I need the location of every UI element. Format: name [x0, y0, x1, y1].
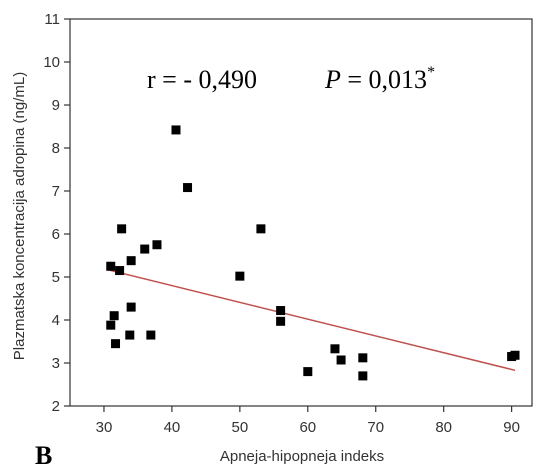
data-point [336, 355, 346, 365]
data-point [303, 367, 313, 377]
y-tick-label: 8 [52, 140, 60, 157]
y-tick-label: 2 [52, 398, 60, 415]
x-axis-title: Apneja-hipopneja indeks [220, 448, 384, 465]
data-point [106, 320, 116, 330]
y-tick-label: 6 [52, 226, 60, 243]
correlation-text: r = - 0,490 [147, 65, 257, 94]
data-point [140, 244, 150, 254]
data-point [276, 316, 286, 326]
data-point [183, 183, 193, 193]
data-point [146, 330, 156, 340]
x-tick-label: 40 [164, 419, 181, 436]
panel-label: B [35, 441, 52, 468]
data-point [171, 125, 181, 135]
y-tick-label: 5 [52, 269, 60, 286]
x-tick-label: 70 [367, 419, 384, 436]
y-tick-label: 4 [52, 312, 60, 329]
data-point [330, 344, 340, 354]
plot-frame [69, 18, 533, 407]
data-point [125, 330, 135, 340]
x-tick-label: 90 [503, 419, 520, 436]
chart-axes [69, 18, 533, 407]
data-point [111, 339, 121, 349]
y-tick-label: 3 [52, 355, 60, 372]
data-point [126, 256, 136, 266]
data-point [109, 311, 119, 321]
data-point [235, 271, 245, 281]
data-points [106, 125, 520, 381]
data-point [276, 306, 286, 316]
x-tick-label: 30 [96, 419, 113, 436]
data-point [358, 371, 368, 381]
p-label: P [324, 65, 341, 94]
x-tick-label: 50 [232, 419, 249, 436]
data-point [126, 302, 136, 312]
data-point [152, 240, 162, 250]
data-point [358, 353, 368, 363]
axis-ticks: 30 40 50 60 70 80 90 2 3 4 5 6 7 8 9 10 11 [43, 11, 520, 436]
trend-line [107, 268, 516, 372]
x-tick-label: 60 [299, 419, 316, 436]
data-point [115, 266, 125, 276]
p-significance-mark: * [427, 64, 435, 81]
data-point [106, 261, 116, 271]
trendline-layer [107, 268, 516, 372]
data-point [256, 224, 266, 234]
x-tick-label: 80 [435, 419, 452, 436]
y-tick-label: 11 [44, 11, 60, 28]
y-axis-title: Plazmatska koncentracija adropina (ng/mL… [11, 72, 28, 360]
y-tick-label: 9 [52, 97, 60, 114]
p-value: = 0,013 [341, 65, 427, 94]
y-tick-label: 10 [43, 54, 60, 71]
data-point [117, 224, 127, 234]
data-point [510, 350, 520, 360]
y-tick-label: 7 [52, 183, 60, 200]
p-value-text: P = 0,013* [324, 64, 435, 94]
